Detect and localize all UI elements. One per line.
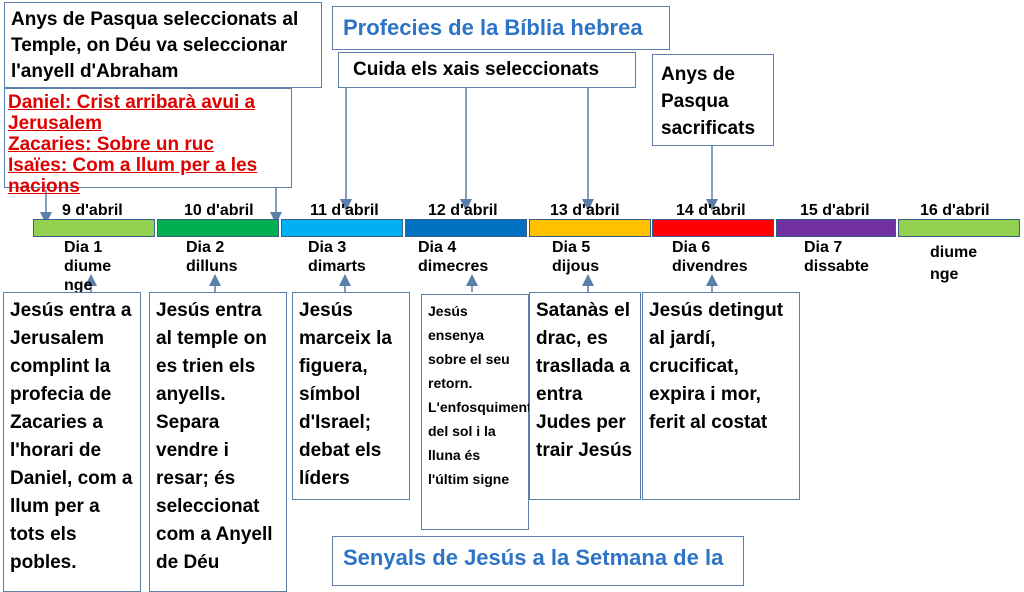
timeline-bar-day3 bbox=[281, 219, 403, 237]
event-box-day4: Jesús ensenya sobre el seu retorn. L'enf… bbox=[421, 294, 532, 530]
date-label: 12 d'abril bbox=[428, 202, 498, 219]
note-anys-pasqua-text: Anys de Pasqua sacrificats bbox=[661, 64, 756, 139]
day-label: Dia 6 divendres bbox=[672, 238, 748, 276]
prophecies-box bbox=[4, 88, 292, 188]
day-number: Dia 5 bbox=[552, 239, 591, 256]
title-bottom: Senyals de Jesús a la Setmana de la bbox=[332, 536, 744, 586]
timeline-bar-day8 bbox=[898, 219, 1020, 237]
event-box-day1: Jesús entra a Jerusalem complint la prof… bbox=[3, 292, 141, 592]
event-box-day5: Satanàs el drac, es trasllada a entra Ju… bbox=[529, 292, 641, 500]
note-cuida-xais-text: Cuida els xais seleccionats bbox=[353, 59, 600, 80]
timeline-bar-day4 bbox=[405, 219, 527, 237]
event-box-day2: Jesús entra al temple on es trien els an… bbox=[149, 292, 287, 592]
note-cuida-xais: Cuida els xais seleccionats bbox=[338, 52, 636, 88]
day-label: Dia 1 diume nge bbox=[64, 238, 126, 295]
timeline-bar-day6 bbox=[652, 219, 774, 237]
day-label: Dia 5 dijous bbox=[552, 238, 599, 276]
day-name: dijous bbox=[552, 258, 600, 275]
date-label: 16 d'abril bbox=[920, 202, 990, 219]
date-label: 9 d'abril bbox=[62, 202, 123, 219]
day-name: dissabte bbox=[804, 258, 869, 275]
day-label: Dia 7 dissabte bbox=[804, 238, 869, 276]
note-pasqua-temple-text: Anys de Pasqua seleccionats al Temple, o… bbox=[11, 9, 299, 82]
day-name: diume nge bbox=[64, 258, 112, 294]
event-box-day6: Jesús detingut al jardí, crucificat, exp… bbox=[642, 292, 800, 500]
day-label: Dia 3 dimarts bbox=[308, 238, 366, 276]
prophecy-daniel: Daniel: Crist arribarà avui a Jerusalem bbox=[8, 92, 256, 134]
day-name: dilluns bbox=[186, 258, 238, 275]
date-label: 14 d'abril bbox=[676, 202, 746, 219]
note-pasqua-temple: Anys de Pasqua seleccionats al Temple, o… bbox=[4, 2, 322, 88]
day-number: Dia 1 bbox=[64, 239, 103, 256]
event-text: Jesús entra al temple on es trien els an… bbox=[156, 300, 273, 573]
day-name: diume nge bbox=[930, 244, 978, 283]
date-label: 15 d'abril bbox=[800, 202, 870, 219]
connector-arrows bbox=[40, 87, 718, 292]
day-number: Dia 7 bbox=[804, 239, 843, 256]
timeline-bar-day7 bbox=[776, 219, 896, 237]
date-label: 13 d'abril bbox=[550, 202, 620, 219]
day-label: Dia 4 dimecres bbox=[418, 238, 488, 276]
prophecy-zacaries: Zacaries: Sobre un ruc bbox=[8, 134, 214, 155]
day-label: Dia 2 dilluns bbox=[186, 238, 238, 276]
timeline-bar-day5 bbox=[529, 219, 651, 237]
event-text: Jesús entra a Jerusalem complint la prof… bbox=[10, 300, 133, 573]
prophecy-isaies: Isaïes: Com a llum per a les nacions bbox=[8, 155, 258, 197]
event-text: Jesús marceix la figuera, símbol d'Israe… bbox=[299, 300, 392, 489]
timeline-bar-day1 bbox=[33, 219, 155, 237]
day-name: divendres bbox=[672, 258, 748, 275]
event-text: Jesús ensenya sobre el seu retorn. L'enf… bbox=[428, 303, 532, 487]
day-number: Dia 3 bbox=[308, 239, 347, 256]
day-name: dimecres bbox=[418, 258, 489, 275]
timeline-bar-day2 bbox=[157, 219, 279, 237]
day-name: dimarts bbox=[308, 258, 366, 275]
title-top: Profecies de la Bíblia hebrea bbox=[332, 6, 670, 50]
date-label: 11 d'abril bbox=[310, 202, 379, 219]
day-label: diume nge bbox=[930, 242, 988, 286]
day-number: Dia 6 bbox=[672, 239, 711, 256]
event-text: Jesús detingut al jardí, crucificat, exp… bbox=[649, 300, 784, 433]
note-anys-pasqua: Anys de Pasqua sacrificats bbox=[652, 54, 774, 146]
date-label: 10 d'abril bbox=[184, 202, 254, 219]
event-text: Satanàs el drac, es trasllada a entra Ju… bbox=[536, 300, 633, 461]
day-number: Dia 4 bbox=[418, 239, 457, 256]
day-number: Dia 2 bbox=[186, 239, 225, 256]
event-box-day3: Jesús marceix la figuera, símbol d'Israe… bbox=[292, 292, 410, 500]
prophecies-list: Daniel: Crist arribarà avui a Jerusalem … bbox=[8, 92, 290, 197]
